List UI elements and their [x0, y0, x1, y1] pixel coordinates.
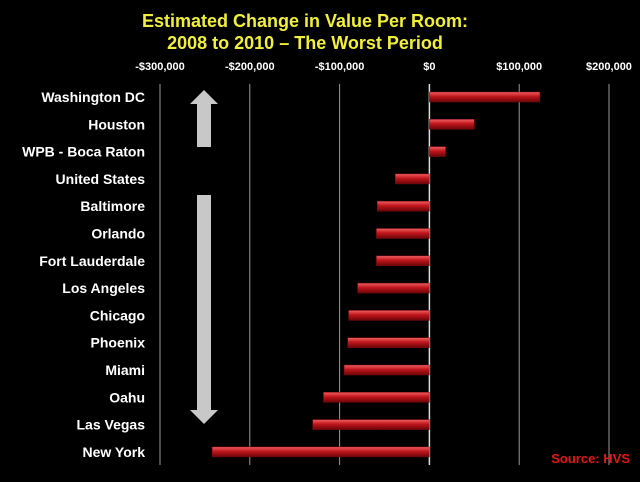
bar	[347, 337, 430, 348]
bar	[376, 255, 430, 267]
category-label: WPB - Boca Raton	[22, 144, 145, 160]
category-label: Houston	[88, 116, 145, 132]
bar	[429, 91, 541, 103]
bar	[312, 419, 430, 430]
category-label: Washington DC	[41, 89, 145, 105]
chart-title-line-2: 2008 to 2010 – The Worst Period	[167, 33, 443, 53]
category-label: United States	[56, 171, 146, 187]
chart-title-line-1: Estimated Change in Value Per Room:	[141, 11, 469, 31]
x-tick-label: $200,000	[586, 61, 632, 73]
x-tick-label: $100,000	[496, 61, 542, 73]
category-label: Orlando	[91, 226, 145, 242]
category-label: Chicago	[90, 307, 145, 323]
bar	[323, 392, 430, 403]
category-label: Las Vegas	[77, 417, 146, 433]
bar	[376, 228, 430, 239]
category-label: Miami	[105, 362, 145, 378]
x-tick-label: -$200,000	[225, 61, 275, 73]
x-tick-label: -$100,000	[315, 61, 365, 73]
category-label: Baltimore	[80, 198, 145, 214]
x-tick-label: $0	[423, 61, 435, 73]
bar	[211, 446, 430, 458]
bar	[429, 119, 475, 130]
bar	[377, 200, 430, 212]
down-arrow-icon	[190, 195, 218, 424]
bar	[357, 282, 430, 294]
bar	[343, 364, 430, 376]
x-tick-label: -$300,000	[135, 61, 185, 73]
bar	[429, 146, 446, 157]
bar	[348, 310, 430, 321]
category-label: Fort Lauderdale	[39, 253, 145, 269]
category-label: Oahu	[109, 389, 145, 405]
source-note: Source: HVS	[551, 451, 630, 466]
up-arrow-icon	[190, 90, 218, 147]
category-label: Los Angeles	[62, 280, 145, 296]
category-label: New York	[82, 444, 145, 460]
bar	[395, 173, 430, 185]
category-label: Phoenix	[91, 335, 146, 351]
chart-title: Estimated Change in Value Per Room: 2008…	[0, 10, 610, 54]
